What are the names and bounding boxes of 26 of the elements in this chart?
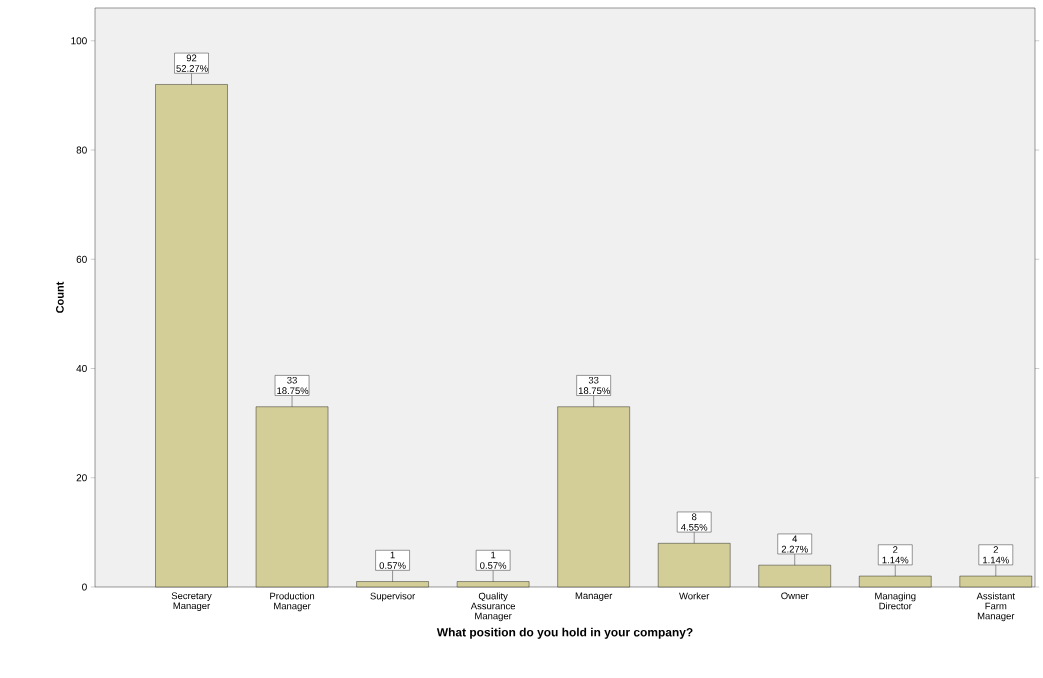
x-tick-label: Managing Director [875,592,916,610]
data-label: 33 18.75% [277,376,309,395]
y-tick-label: 60 [76,255,87,263]
data-label: 33 18.75% [578,376,610,395]
y-tick-label: 40 [76,364,87,373]
x-tick-label: Owner [781,592,809,600]
x-tick-label: Supervisor [370,592,416,602]
data-label: 2 1.14% [882,546,909,564]
data-label: 4 2.27% [781,535,808,553]
x-tick-label: Worker [679,592,710,600]
y-tick-label: 100 [71,37,87,45]
y-tick-label: 80 [76,146,87,154]
x-tick-label: Assistant Farm Manager [976,592,1015,622]
y-tick-label: 20 [76,474,87,482]
x-tick-label: Production Manager [270,592,315,612]
y-tick-label: 0 [82,583,87,591]
data-label: 2 1.14% [983,546,1009,564]
x-tick-label: Secretary Manager [171,592,212,611]
x-tick-label: Manager [575,592,613,601]
data-label: 92 52.27% [176,54,208,72]
data-label: 1 0.57% [379,551,406,569]
data-label: 1 0.57% [480,551,507,569]
x-axis-title: What position do you hold in your company? [436,627,693,639]
x-tick-label: Quality Assurance Manager [470,592,516,622]
data-label: 8 4.55% [680,513,708,531]
y-axis-title: Count [56,281,64,313]
